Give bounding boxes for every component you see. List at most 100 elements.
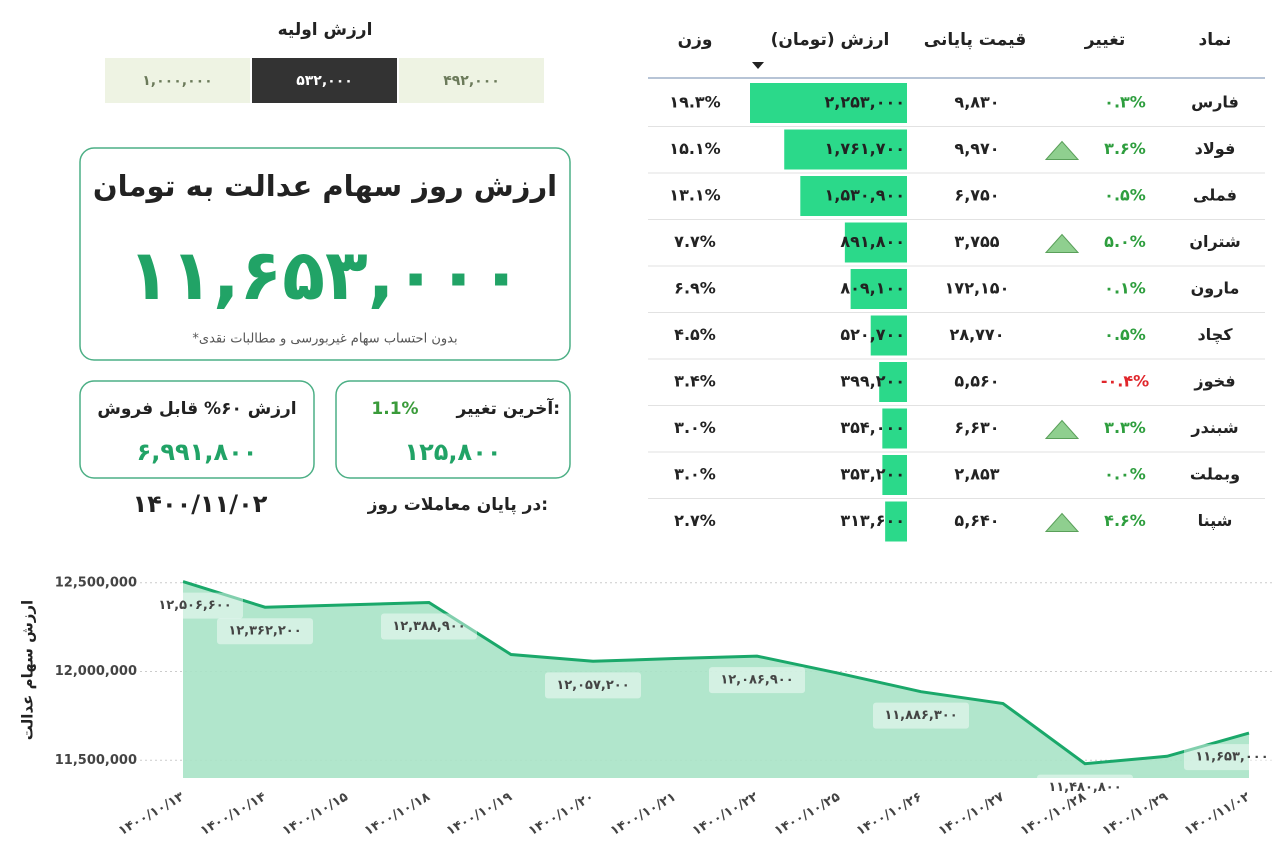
change-percent: 1.1% [371,399,418,419]
table-header: وزن [678,30,713,50]
sellable-value: ۶,۹۹۱,۸۰۰ [137,438,258,466]
x-tick-label: ۱۴۰۰/۱۰/۱۳ [116,789,187,839]
value-bar [784,129,907,170]
symbol: فولاد [1195,139,1236,158]
price: ۶,۶۳۰ [954,418,999,437]
table-header: قیمت پایانی [924,30,1027,50]
change-card [335,380,571,479]
value-bar [882,455,907,495]
value-bar [885,501,907,542]
up-icon [1044,512,1080,532]
table-header: نماد [1199,30,1232,50]
change: ۴.۶% [1104,511,1146,530]
value-label: ۱۱,۸۸۶,۳۰۰ [884,708,957,723]
x-tick-label: ۱۴۰۰/۱۰/۲۵ [772,789,843,839]
change: ۰.۱% [1104,279,1146,298]
table-header: تغییر [1084,30,1125,50]
value-bar [870,315,907,356]
date: ۱۴۰۰/۱۱/۰۲ [133,490,268,518]
value-label-bg [545,672,641,699]
value-label-bg [1037,774,1133,801]
value-label: ۳۹۹,۲۰۰ [840,372,905,391]
change: ۰.۰% [1104,465,1146,484]
value-bar [879,362,907,402]
price: ۳,۷۵۵ [954,232,999,251]
main-title: ارزش روز سهام عدالت به تومان [93,169,557,203]
weight: ۳.۴% [674,372,716,391]
value-bar [850,269,907,309]
x-tick-label: ۱۴۰۰/۱۰/۲۰ [526,790,597,839]
price: ۹,۹۷۰ [954,139,999,158]
value-label: ۱,۷۶۱,۷۰۰ [824,139,905,158]
value-label-bg [217,618,313,645]
initial-segment [399,58,544,103]
value-label: ۳۱۳,۶۰۰ [840,511,905,530]
value-label-bg [873,702,969,729]
x-tick-label: ۱۴۰۰/۱۰/۱۸ [362,789,433,839]
value-label: ۱۲,۰۸۶,۹۰۰ [720,673,793,688]
area [183,581,1249,778]
x-tick-label: ۱۴۰۰/۱۰/۱۴ [198,789,269,839]
change: ۰.۳% [1104,93,1146,112]
change: ۵.۰% [1104,232,1146,251]
value-bar [750,83,907,123]
x-tick-label: ۱۴۰۰/۱۰/۱۵ [280,789,351,839]
weight: ۳.۰% [674,465,716,484]
change: ۰.۵% [1104,325,1146,344]
price: ۵,۵۶۰ [954,372,999,391]
initial-title: ارزش اولیه [278,20,373,40]
weight: ۳.۰% [674,418,716,437]
change: ۰.۵% [1104,186,1146,205]
initial-segment [105,58,250,103]
main-value: ۱۱,۶۵۳,۰۰۰ [128,234,523,316]
weight: ۲.۷% [674,511,716,530]
symbol: مارون [1191,279,1240,298]
value-label-bg [147,592,243,619]
price: ۵,۶۴۰ [954,511,999,530]
value-bar [800,176,907,216]
weight: ۷.۷% [674,232,716,251]
value-label-bg [1184,744,1280,771]
value-label: ۲,۲۵۳,۰۰۰ [824,93,905,112]
change-title: آخرین تغییر: [456,397,561,419]
symbol: شپنا [1198,511,1233,531]
initial-segment [252,58,397,103]
initial-segment-label: ۵۳۲,۰۰۰ [296,73,353,89]
up-icon [1044,233,1080,253]
table-header: ارزش (تومان) [771,30,890,50]
price: ۹,۸۳۰ [954,93,999,112]
main-card [79,147,571,361]
x-tick-label: ۱۴۰۰/۱۰/۲۶ [854,790,925,839]
up-icon [1044,419,1080,439]
initial-segment-label: ۱,۰۰۰,۰۰۰ [142,73,212,89]
y-tick-label: 12,000,000 [55,664,137,679]
symbol: وبملت [1190,465,1240,484]
sort-arrow[interactable] [752,62,764,69]
value-label: ۱۲,۵۰۶,۶۰۰ [158,598,231,613]
symbol: فخوز [1193,372,1235,391]
price: ۲,۸۵۳ [954,465,999,484]
value-label: ۱۲,۰۵۷,۲۰۰ [556,678,629,693]
value-bar [882,408,907,449]
y-tick-label: 11,500,000 [55,753,137,768]
symbol: فارس [1191,93,1239,112]
weight: ۱۵.۱% [669,139,720,158]
change-value: ۱۲۵,۸۰۰ [404,438,501,466]
x-tick-label: ۱۴۰۰/۱۰/۲۷ [936,789,1007,839]
symbol: فملی [1193,186,1237,205]
weight: ۴.۵% [674,325,716,344]
value-label: ۸۰۹,۱۰۰ [840,279,905,298]
y-axis-label: ارزش سهام عدالت [19,600,37,740]
value-label: ۵۲۰,۷۰۰ [840,325,905,344]
price: ۱۷۲,۱۵۰ [945,279,1010,298]
value-bar [844,222,907,263]
value-label: ۳۵۳,۲۰۰ [840,465,905,484]
x-tick-label: ۱۴۰۰/۱۱/۰۲ [1182,789,1253,839]
x-tick-label: ۱۴۰۰/۱۰/۲۱ [608,790,679,839]
x-tick-label: ۱۴۰۰/۱۰/۲۲ [690,789,761,839]
value-label: ۸۹۱,۸۰۰ [840,232,905,251]
weight: ۱۹.۳% [669,93,720,112]
change: -۰.۴% [1101,372,1149,391]
